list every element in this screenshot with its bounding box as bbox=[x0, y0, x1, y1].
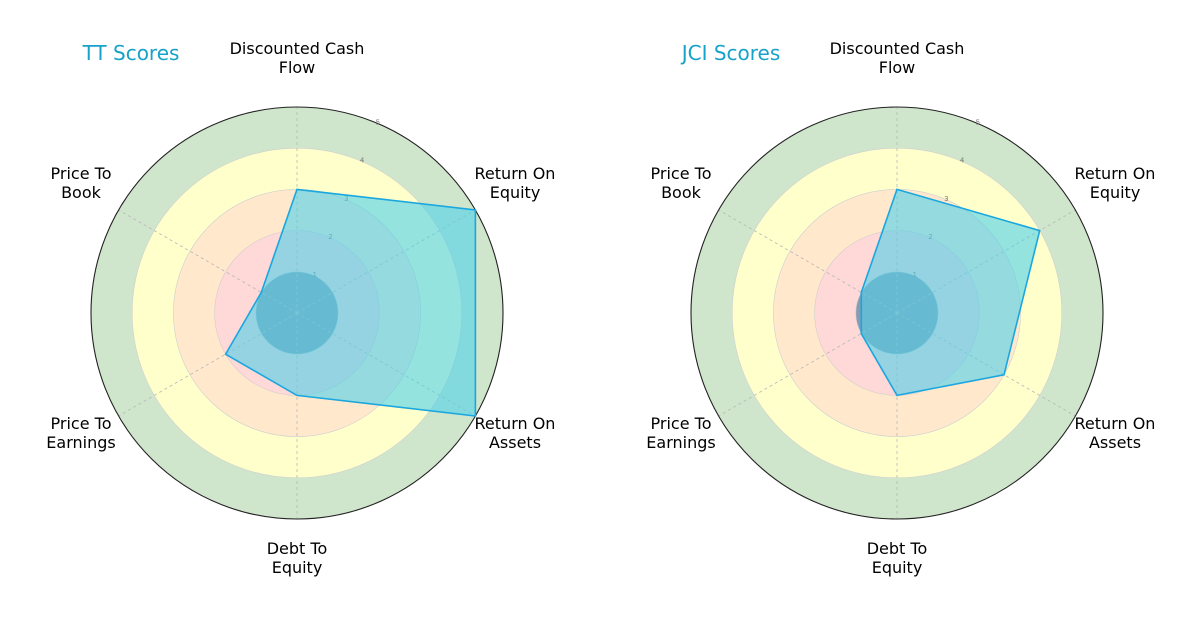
category-label: Return On Equity bbox=[1075, 164, 1156, 202]
category-label: Price To Book bbox=[51, 164, 112, 202]
radial-tick-label: 4 bbox=[960, 157, 965, 165]
radial-tick-label: 3 bbox=[944, 195, 948, 203]
score-polygon bbox=[860, 188, 1041, 397]
category-label: Discounted Cash Flow bbox=[830, 39, 965, 77]
radial-tick-label: 5 bbox=[376, 119, 380, 127]
radial-tick-label: 5 bbox=[976, 119, 980, 127]
category-label: Return On Assets bbox=[1075, 414, 1156, 452]
radial-tick-label: 4 bbox=[360, 157, 365, 165]
score-polygon bbox=[224, 188, 477, 417]
category-label: Return On Assets bbox=[475, 414, 556, 452]
axis-spoke bbox=[118, 312, 298, 417]
axis-spoke bbox=[718, 209, 898, 314]
category-label: Discounted Cash Flow bbox=[230, 39, 365, 77]
category-label: Price To Earnings bbox=[646, 414, 715, 452]
outer-ring bbox=[90, 106, 504, 520]
outer-ring bbox=[690, 106, 1104, 520]
category-label: Price To Book bbox=[651, 164, 712, 202]
axis-spoke bbox=[118, 209, 298, 314]
chart-title: JCI Scores bbox=[680, 41, 781, 65]
category-label: Debt To Equity bbox=[867, 539, 928, 577]
category-label: Price To Earnings bbox=[46, 414, 115, 452]
category-label: Return On Equity bbox=[475, 164, 556, 202]
chart-title: TT Scores bbox=[82, 41, 180, 65]
axis-spoke bbox=[718, 312, 898, 417]
category-label: Debt To Equity bbox=[267, 539, 328, 577]
